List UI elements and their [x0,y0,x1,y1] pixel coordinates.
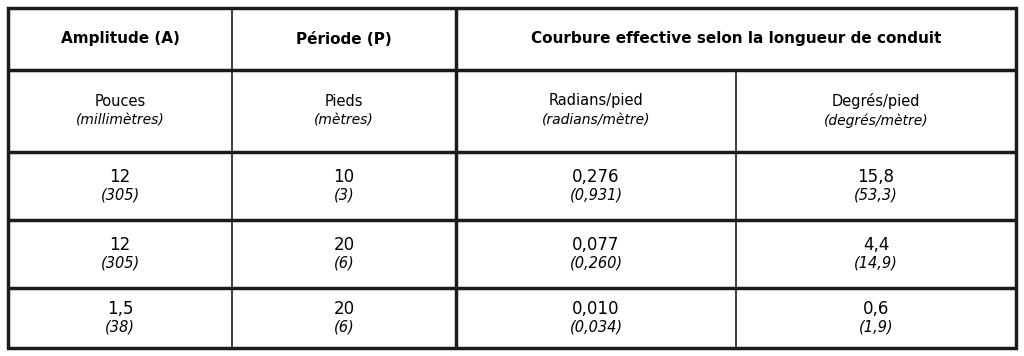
Text: (millimètres): (millimètres) [76,114,165,128]
Text: 0,077: 0,077 [572,236,620,254]
Text: (305): (305) [100,188,139,203]
Text: (14,9): (14,9) [854,256,898,271]
Text: (3): (3) [334,188,354,203]
Text: Pieds: Pieds [325,94,364,109]
Text: (0,260): (0,260) [569,256,623,271]
Text: 0,6: 0,6 [863,300,889,318]
Text: 20: 20 [334,236,354,254]
Text: Courbure effective selon la longueur de conduit: Courbure effective selon la longueur de … [530,31,941,47]
Text: (0,034): (0,034) [569,319,623,335]
Text: Degrés/pied: Degrés/pied [831,93,921,109]
Text: Amplitude (A): Amplitude (A) [60,31,179,47]
Text: (degrés/mètre): (degrés/mètre) [823,114,929,128]
Text: 15,8: 15,8 [857,168,895,186]
Text: (1,9): (1,9) [859,319,893,335]
Text: (radians/mètre): (radians/mètre) [542,114,650,128]
Text: 4,4: 4,4 [863,236,889,254]
Text: 12: 12 [110,236,131,254]
Text: 20: 20 [334,300,354,318]
Text: (53,3): (53,3) [854,188,898,203]
Text: 12: 12 [110,168,131,186]
Text: Période (P): Période (P) [296,31,392,47]
Text: (0,931): (0,931) [569,188,623,203]
Text: (6): (6) [334,256,354,271]
Text: (mètres): (mètres) [314,114,374,128]
Text: 0,276: 0,276 [572,168,620,186]
Text: (38): (38) [105,319,135,335]
Text: (6): (6) [334,319,354,335]
Text: (305): (305) [100,256,139,271]
Text: 10: 10 [334,168,354,186]
Text: 0,010: 0,010 [572,300,620,318]
Text: Radians/pied: Radians/pied [549,94,643,109]
Text: 1,5: 1,5 [106,300,133,318]
Text: Pouces: Pouces [94,94,145,109]
